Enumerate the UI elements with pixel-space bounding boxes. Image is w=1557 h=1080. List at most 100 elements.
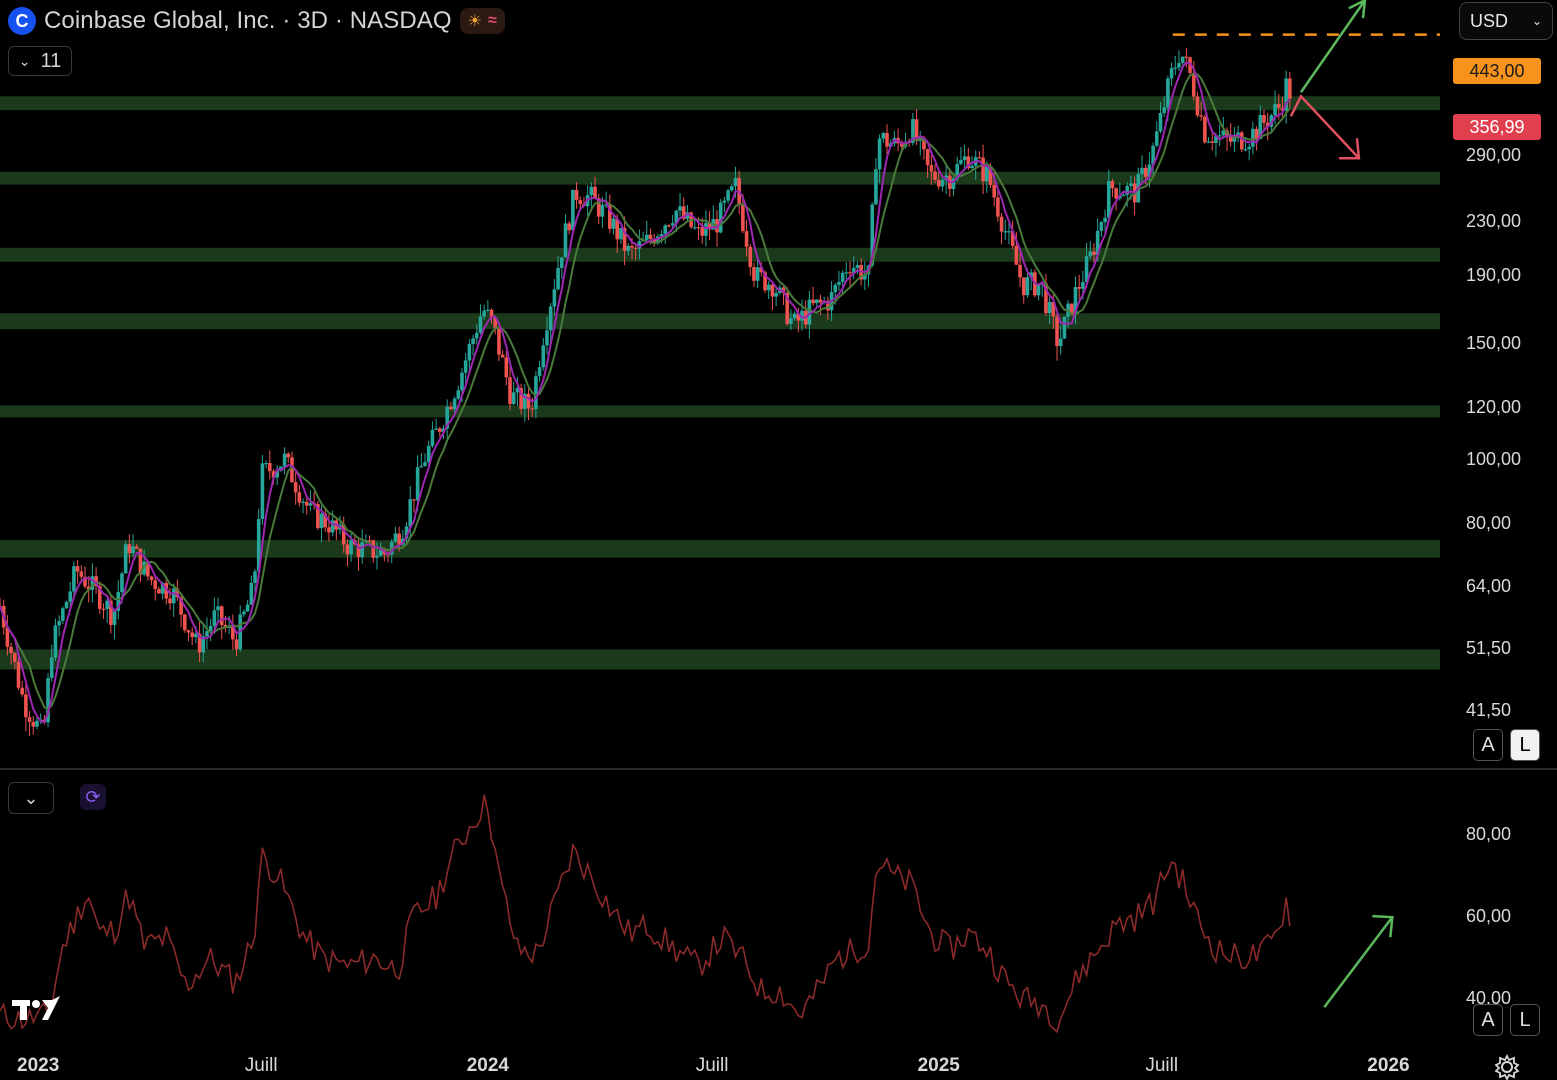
candle-body: [120, 573, 124, 593]
price-axis-label: 64,00: [1466, 576, 1512, 597]
candle-body: [1051, 301, 1056, 317]
candle-body: [330, 520, 335, 533]
candle-body: [700, 227, 705, 236]
candle-body: [57, 620, 61, 626]
candle-body: [785, 292, 790, 324]
candle-body: [748, 246, 753, 268]
candle-body: [833, 284, 838, 293]
auto-scale-button[interactable]: A: [1473, 729, 1503, 761]
candle-body: [1036, 283, 1041, 296]
candle-body: [408, 499, 413, 527]
symbol-title[interactable]: Coinbase Global, Inc. · 3D · NASDAQ: [44, 7, 452, 34]
candle-body: [936, 179, 941, 187]
candle-body: [449, 406, 453, 410]
candle-body: [1003, 231, 1008, 233]
candle-body: [1262, 114, 1266, 123]
candle-body: [1177, 62, 1181, 68]
candle-body: [1188, 57, 1192, 73]
candle-body: [474, 332, 479, 339]
candle-body: [1195, 96, 1200, 116]
time-axis-label: 2025: [917, 1055, 960, 1076]
candle-body: [415, 467, 420, 501]
candle-body: [959, 160, 963, 164]
candle-body: [290, 457, 294, 483]
rsi-collapse-button[interactable]: ⌄: [8, 782, 54, 814]
candle-body: [999, 216, 1004, 232]
candle-body: [1221, 130, 1226, 136]
candle-body: [789, 318, 793, 324]
candle-body: [397, 533, 401, 545]
candle-body: [160, 583, 165, 594]
candle-body: [308, 503, 313, 506]
candle-body: [733, 178, 738, 187]
candle-body: [94, 576, 98, 586]
indicators-toggle-button[interactable]: ⌄ 11: [8, 46, 72, 76]
candle-body: [796, 313, 801, 321]
bullish-arrow-shaft: [1299, 0, 1366, 93]
market-status-badge[interactable]: ☀ ≈: [459, 8, 505, 34]
candle-body: [741, 204, 745, 232]
candle-body: [1184, 56, 1189, 58]
candle-body: [933, 171, 937, 180]
candle-body: [1228, 136, 1233, 142]
candle-body: [467, 344, 472, 361]
candle-body: [729, 186, 734, 191]
time-axis-label: Juill: [695, 1055, 729, 1076]
candle-body: [800, 310, 804, 321]
time-axis-label: Juill: [244, 1055, 278, 1076]
candle-body: [456, 390, 461, 399]
candle-body: [1288, 78, 1292, 99]
rsi-axis-label: 60,00: [1466, 906, 1512, 927]
settings-gear-icon[interactable]: [1494, 1054, 1520, 1080]
currency-select[interactable]: USD ⌄: [1459, 2, 1553, 40]
candle-body: [5, 627, 10, 647]
candle-body: [526, 393, 531, 409]
candle-body: [478, 316, 483, 333]
candle-body: [256, 519, 261, 572]
tradingview-logo-icon[interactable]: [12, 996, 60, 1030]
candle-body: [759, 267, 764, 273]
candle-body: [559, 257, 564, 268]
rsi-indicator-icon[interactable]: ⟳: [80, 784, 106, 810]
candle-body: [611, 218, 616, 229]
candle-body: [1073, 287, 1078, 314]
candle-body: [792, 313, 797, 319]
candle-body: [589, 186, 594, 196]
rsi-axis-label: 80,00: [1466, 824, 1512, 845]
candle-body: [681, 206, 686, 219]
candle-body: [530, 408, 535, 410]
candle-body: [877, 138, 882, 170]
price-chart[interactable]: [0, 0, 1450, 768]
candle-body: [194, 633, 198, 638]
candle-body: [153, 580, 158, 590]
candle-body: [537, 367, 542, 377]
candle-body: [1154, 131, 1159, 146]
candle-body: [293, 482, 298, 493]
rsi-log-scale-button[interactable]: L: [1510, 1004, 1540, 1036]
coinbase-logo-icon: C: [8, 7, 36, 35]
candle-body: [593, 186, 597, 199]
candle-body: [814, 299, 819, 304]
candle-body: [1110, 181, 1115, 189]
candle-body: [430, 429, 435, 446]
candle-body: [282, 453, 287, 467]
candle-body: [75, 566, 80, 572]
candle-body: [463, 360, 468, 373]
candle-body: [72, 566, 76, 592]
pane-divider[interactable]: [0, 768, 1557, 770]
candle-body: [622, 228, 627, 251]
candle-body: [1084, 256, 1089, 283]
log-scale-button[interactable]: L: [1510, 729, 1540, 761]
rsi-auto-scale-button[interactable]: A: [1473, 1004, 1503, 1036]
candle-body: [190, 632, 194, 638]
rsi-chart[interactable]: [0, 770, 1450, 1048]
candle-body: [1044, 283, 1048, 314]
candle-body: [208, 625, 213, 632]
candle-body: [64, 601, 69, 609]
candle-body: [267, 462, 272, 472]
candle-body: [1069, 303, 1074, 314]
candle-body: [101, 608, 106, 611]
candle-body: [97, 585, 102, 609]
candle-body: [1158, 113, 1163, 132]
candle-body: [818, 299, 823, 303]
